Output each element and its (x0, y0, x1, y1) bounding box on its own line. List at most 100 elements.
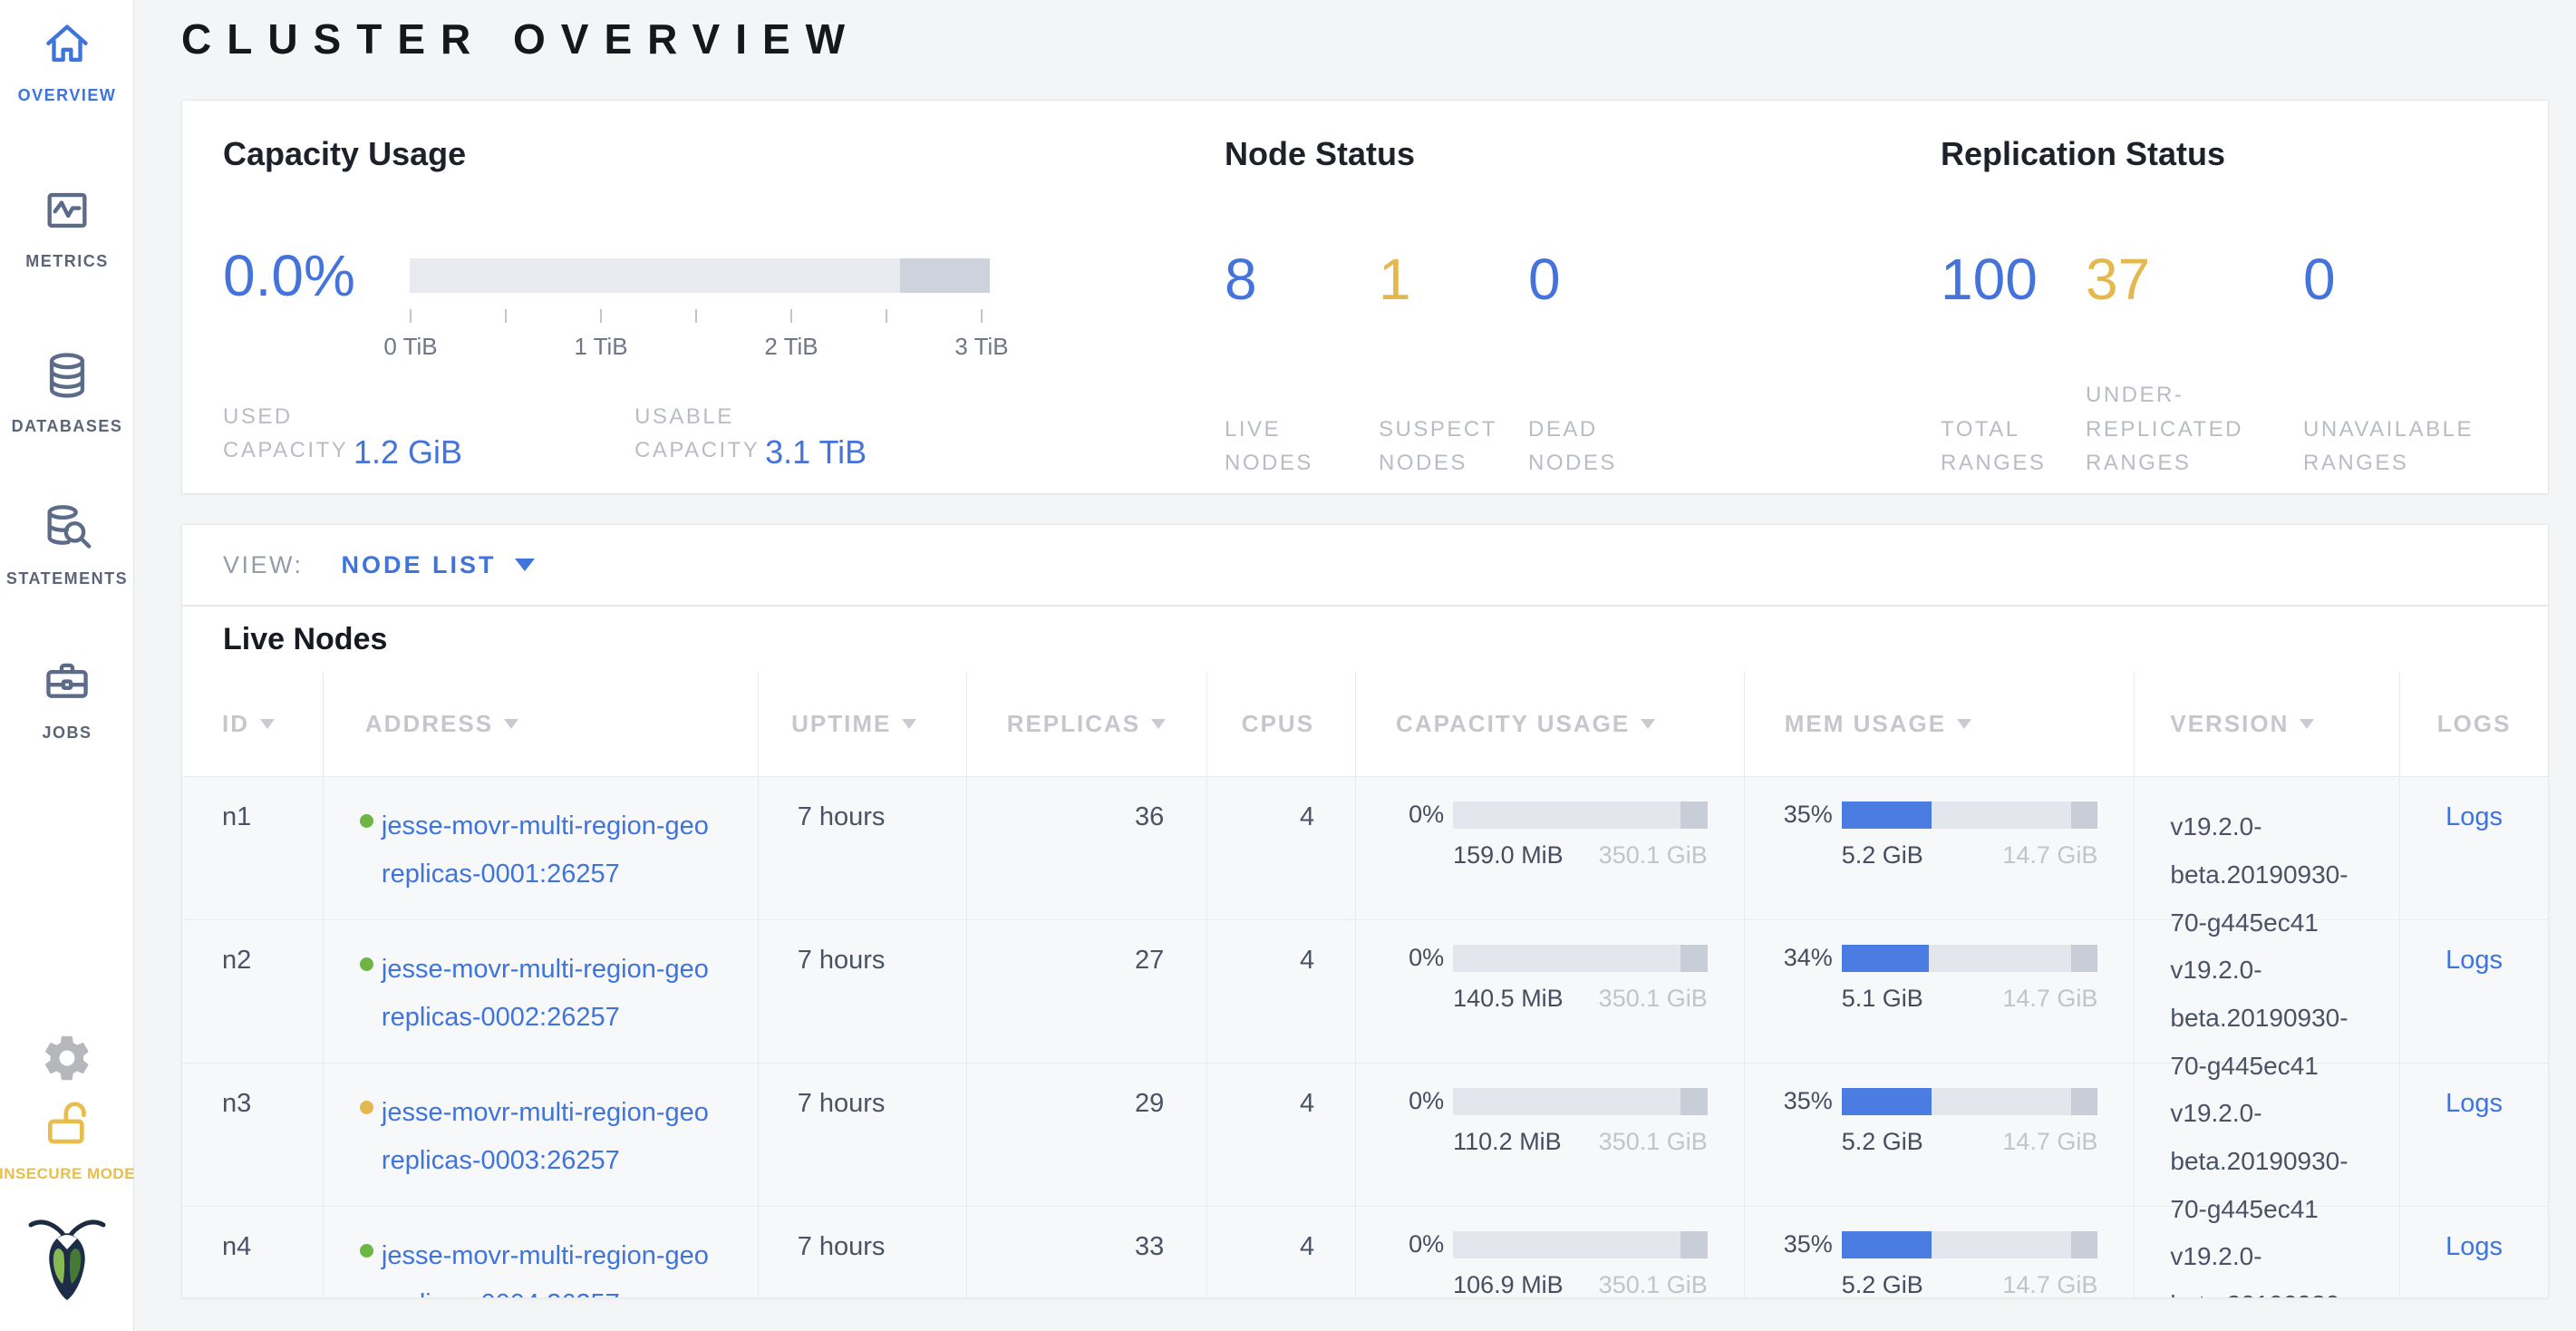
node-address-cell: jesse-movr-multi-region-geo replicas-000… (324, 777, 759, 919)
column-header-capacity-usage[interactable]: CAPACITY USAGE (1356, 672, 1745, 776)
node-id: n1 (182, 777, 324, 919)
live-nodes-stat: 8 LIVE NODES (1225, 246, 1379, 480)
tick-label: 1 TiB (574, 333, 628, 360)
unlock-icon (42, 1097, 92, 1152)
column-header-cpus[interactable]: CPUS (1207, 672, 1357, 776)
table-header-row: ID ADDRESS UPTIME REPLICAS CPUS CAPACITY… (182, 672, 2548, 776)
memory-bar (1841, 1087, 2098, 1115)
tick-label: 2 TiB (764, 333, 818, 360)
suspect-nodes-stat: 1 SUSPECT NODES (1379, 246, 1528, 480)
node-address-link[interactable]: jesse-movr-multi-region-geo replicas-000… (381, 955, 709, 1032)
column-header-mem-usage[interactable]: MEM USAGE (1745, 672, 2135, 776)
usable-capacity-stat: USABLE CAPACITY 3.1 TiB (634, 400, 867, 471)
sidebar-item-label: OVERVIEW (17, 86, 117, 104)
view-selector-dropdown[interactable]: NODE LIST (342, 551, 535, 579)
sort-desc-icon (1151, 719, 1167, 729)
table-row: n2 jesse-movr-multi-region-geo replicas-… (182, 919, 2548, 1080)
sidebar-item-label: JOBS (42, 724, 92, 742)
mem-usage-cell: 35% 5.2 GiB 14.7 GiB (1745, 1064, 2135, 1206)
node-replicas: 36 (967, 777, 1208, 919)
node-version: v19.2.0- beta.20190930- 70-g445ec41 (2135, 1064, 2401, 1223)
logs-link[interactable]: Logs (2445, 946, 2503, 975)
node-address-cell: jesse-movr-multi-region-geo replicas-000… (324, 1207, 759, 1297)
sidebar-item-databases[interactable]: DATABASES (0, 349, 134, 436)
node-address-link[interactable]: jesse-movr-multi-region-geo replicas-000… (381, 1098, 709, 1175)
tick-label: 3 TiB (954, 333, 1009, 360)
tick-mark (981, 309, 983, 323)
insecure-mode-label: INSECURE MODE (0, 1165, 136, 1182)
sidebar-item-label: METRICS (25, 252, 109, 270)
node-status-dot (359, 814, 373, 828)
page-title: CLUSTER OVERVIEW (181, 15, 861, 63)
column-header-replicas[interactable]: REPLICAS (967, 672, 1208, 776)
node-uptime: 7 hours (759, 777, 968, 919)
tick-mark (886, 309, 887, 323)
tick-mark (695, 309, 697, 323)
table-row: n1 jesse-movr-multi-region-geo replicas-… (182, 776, 2548, 937)
node-address-cell: jesse-movr-multi-region-geo replicas-000… (324, 920, 759, 1063)
logs-cell: Logs (2400, 920, 2548, 1063)
sidebar-item-statements[interactable]: STATEMENTS (0, 501, 134, 588)
unavailable-ranges-value: 0 (2303, 247, 2336, 312)
sort-desc-icon (260, 719, 275, 729)
node-uptime: 7 hours (759, 920, 968, 1063)
home-icon (41, 18, 93, 75)
node-status-section: Node Status 8 LIVE NODES 1 SUSPECT NODES… (1225, 135, 1682, 480)
capacity-bar (1453, 1087, 1708, 1115)
node-id: n2 (182, 920, 324, 1063)
under-replicated-ranges-stat: 37 UNDER-REPLICATED RANGES (2086, 246, 2303, 480)
sidebar-item-metrics[interactable]: METRICS (0, 184, 134, 271)
logs-cell: Logs (2400, 1207, 2548, 1297)
node-address-link[interactable]: jesse-movr-multi-region-geo replicas-000… (381, 811, 709, 889)
node-replicas: 29 (967, 1064, 1208, 1206)
node-status-title: Node Status (1225, 135, 1416, 172)
column-header-logs: LOGS (2436, 710, 2512, 737)
tick-mark (410, 309, 412, 323)
node-status-dot (359, 1101, 373, 1114)
logs-link[interactable]: Logs (2445, 802, 2503, 831)
dead-nodes-stat: 0 DEAD NODES (1528, 246, 1682, 480)
capacity-bar (1453, 944, 1708, 972)
briefcase-icon (41, 656, 93, 713)
capacity-gauge-bar (410, 258, 990, 293)
column-header-uptime[interactable]: UPTIME (759, 672, 968, 776)
sort-desc-icon (504, 719, 519, 729)
node-cpus: 4 (1207, 920, 1357, 1063)
cluster-summary-panel: Capacity Usage 0.0% 0 TiB 1 TiB 2 TiB 3 … (181, 100, 2549, 494)
tick-mark (600, 309, 602, 323)
capacity-usage-cell: 0% 110.2 MiB 350.1 GiB (1356, 1064, 1745, 1206)
settings-gear[interactable] (0, 1032, 134, 1089)
database-search-icon (41, 501, 93, 559)
sidebar-item-overview[interactable]: OVERVIEW (0, 18, 134, 105)
column-header-address[interactable]: ADDRESS (324, 672, 759, 776)
logs-link[interactable]: Logs (2445, 1089, 2503, 1118)
cockroach-logo[interactable] (0, 1211, 134, 1310)
usable-capacity-label: USABLE CAPACITY (634, 404, 760, 463)
node-id: n4 (182, 1207, 324, 1297)
capacity-usage-cell: 0% 140.5 MiB 350.1 GiB (1356, 920, 1745, 1063)
capacity-usage-cell: 0% 159.0 MiB 350.1 GiB (1356, 777, 1745, 919)
capacity-bar (1453, 1230, 1708, 1258)
view-label: VIEW: (223, 550, 304, 578)
sort-desc-icon (1641, 719, 1656, 729)
sidebar-item-label: DATABASES (11, 417, 123, 435)
node-version: v19.2.0- beta.20190930- 70-g445ec41 (2135, 1207, 2401, 1297)
column-header-version[interactable]: VERSION (2135, 672, 2401, 776)
node-address-link[interactable]: jesse-movr-multi-region-geo replicas-000… (381, 1241, 709, 1297)
node-cpus: 4 (1207, 1064, 1357, 1206)
sidebar-item-label: STATEMENTS (5, 569, 129, 588)
sort-desc-icon (1957, 719, 1972, 729)
node-cpus: 4 (1207, 777, 1357, 919)
capacity-percent: 0.0% (223, 243, 355, 308)
memory-bar (1841, 944, 2098, 972)
tick-mark (790, 309, 792, 323)
sidebar-item-jobs[interactable]: JOBS (0, 656, 134, 743)
view-selected-value: NODE LIST (341, 550, 497, 578)
column-header-id[interactable]: ID (182, 672, 324, 776)
logs-link[interactable]: Logs (2445, 1232, 2503, 1261)
live-nodes-title: Live Nodes (223, 621, 388, 656)
cockroach-bug-icon (24, 1211, 111, 1310)
node-uptime: 7 hours (759, 1207, 968, 1297)
node-cpus: 4 (1207, 1207, 1357, 1297)
